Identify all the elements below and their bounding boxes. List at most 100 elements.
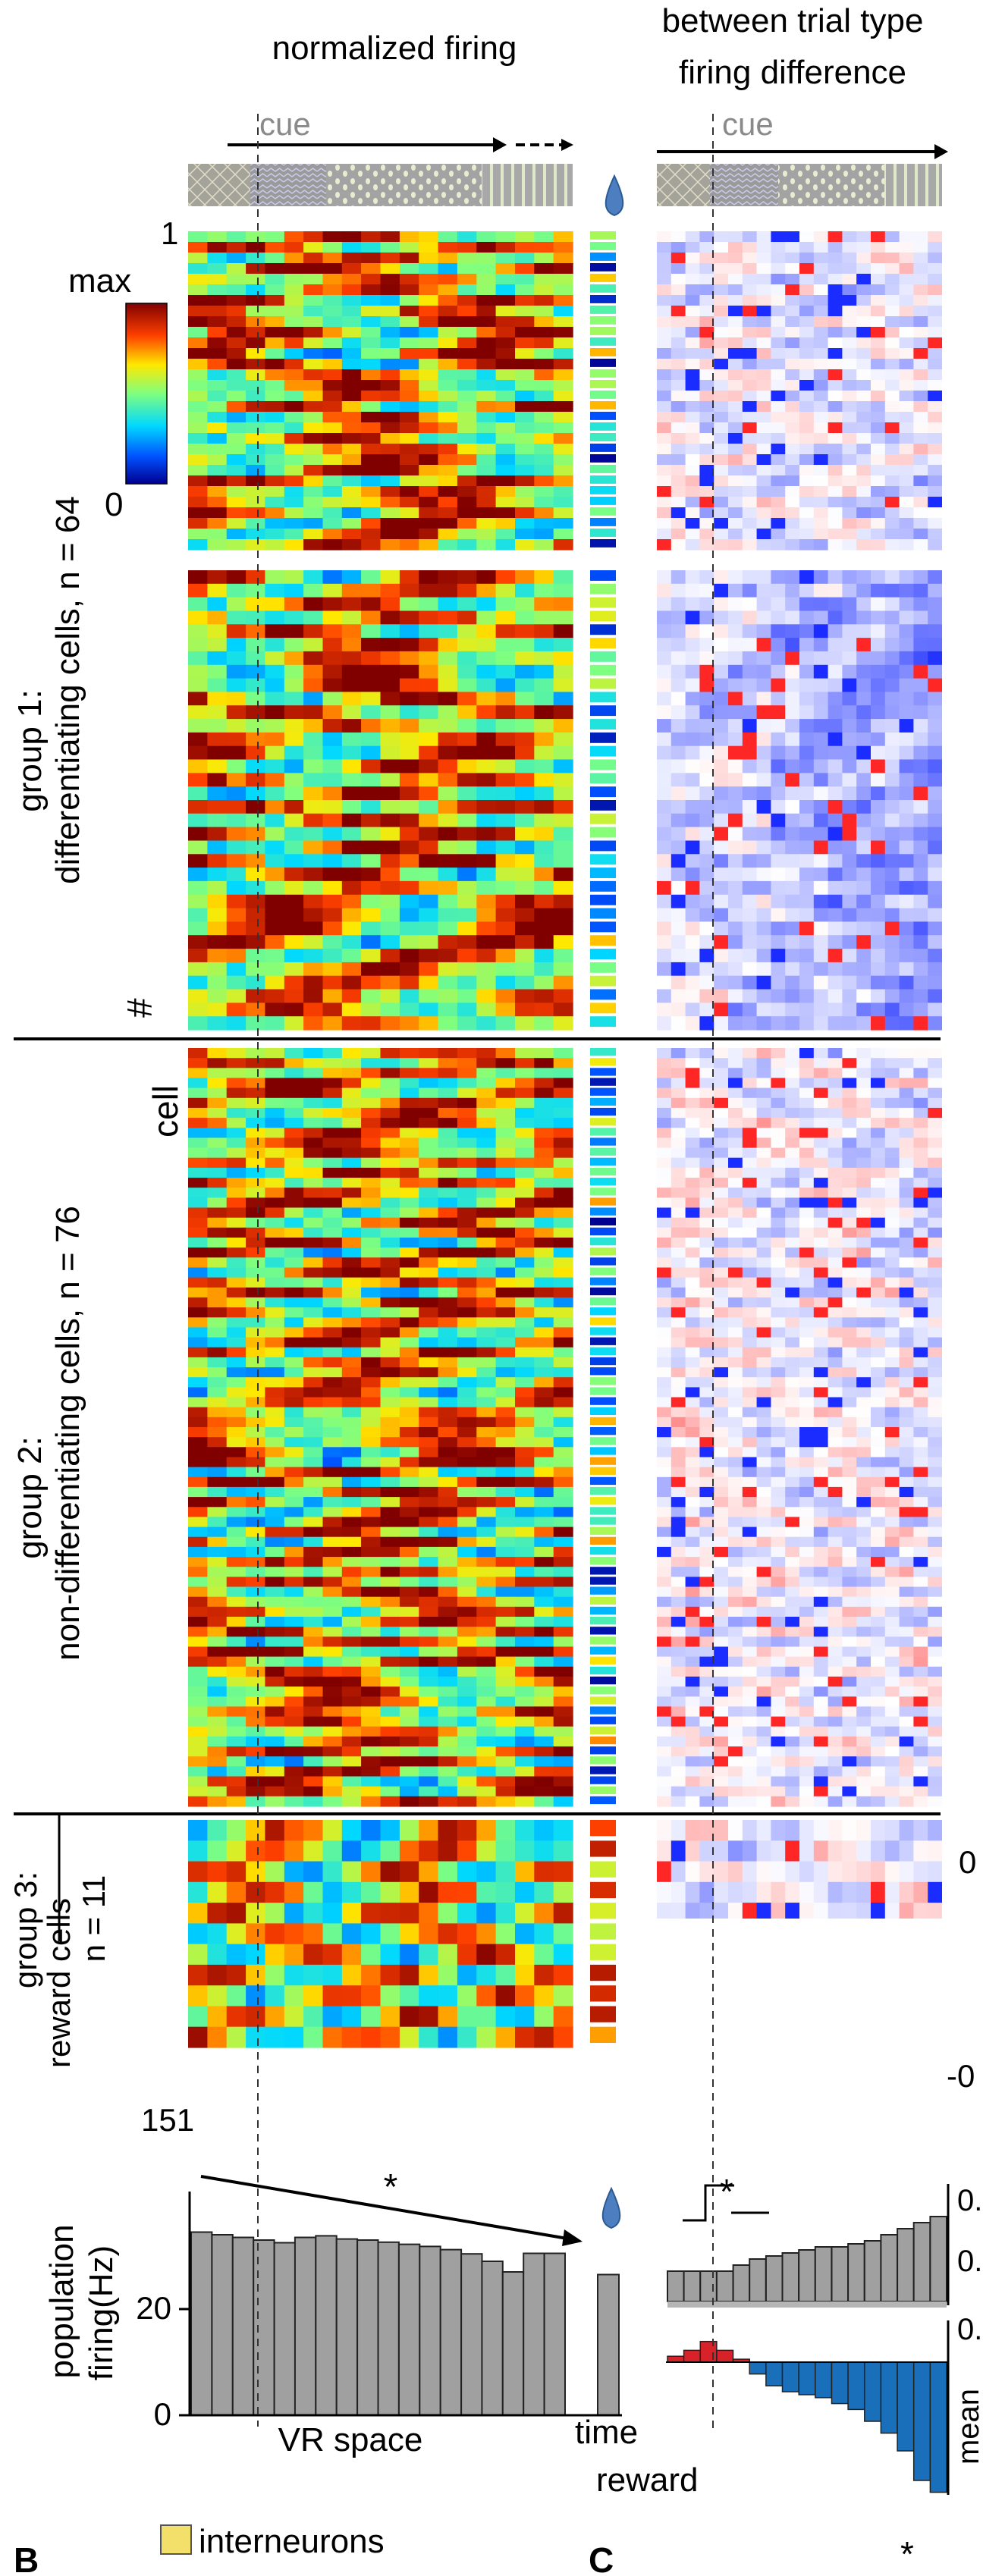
heatmap-cell xyxy=(207,800,228,814)
difference-cell xyxy=(871,1277,886,1288)
heatmap-cell xyxy=(553,624,573,639)
heatmap-cell xyxy=(399,1167,419,1178)
difference-cell xyxy=(728,316,743,328)
heatmap-cell xyxy=(419,1577,439,1588)
difference-cell xyxy=(856,1178,872,1188)
difference-cell xyxy=(714,583,729,598)
difference-cell xyxy=(884,651,900,666)
heatmap-cell xyxy=(226,337,247,349)
difference-cell xyxy=(871,369,886,381)
difference-cell xyxy=(899,732,914,747)
heatmap-cell xyxy=(495,1526,516,1538)
difference-cell xyxy=(828,231,843,243)
difference-cell xyxy=(771,359,786,370)
heatmap-cell xyxy=(361,1786,382,1797)
difference-cell xyxy=(899,1287,914,1298)
heatmap-cell xyxy=(457,422,477,434)
heatmap-cell xyxy=(399,1048,419,1059)
heatmap-cell xyxy=(380,1756,400,1767)
heatmap-cell xyxy=(226,391,247,402)
heatmap-cell xyxy=(226,507,247,519)
heatmap-cell xyxy=(265,1087,285,1099)
heatmap-cell xyxy=(322,1820,343,1841)
difference-cell xyxy=(799,921,815,936)
heatmap-cell xyxy=(207,1128,228,1139)
reward-cell xyxy=(590,518,616,526)
heatmap-cell xyxy=(303,1002,324,1017)
difference-cell xyxy=(884,475,900,487)
difference-cell xyxy=(742,1217,758,1228)
difference-cell xyxy=(928,242,942,253)
difference-cell xyxy=(842,391,857,402)
heatmap-cell xyxy=(495,401,516,413)
difference-cell xyxy=(756,401,771,413)
difference-cell xyxy=(871,1068,886,1079)
heatmap-cell xyxy=(207,380,228,391)
difference-cell xyxy=(813,692,829,706)
heatmap-cell xyxy=(188,583,208,598)
heatmap-cell xyxy=(495,1567,516,1577)
heatmap-cell xyxy=(265,242,285,253)
heatmap-cell xyxy=(341,651,362,666)
heatmap-cell xyxy=(380,773,400,787)
heatmap-cell xyxy=(246,1786,266,1797)
difference-cell xyxy=(913,1227,928,1238)
heatmap-cell xyxy=(265,539,285,551)
heatmap-cell xyxy=(438,1048,458,1059)
difference-cell xyxy=(685,1058,700,1068)
difference-cell xyxy=(871,497,886,508)
difference-cell xyxy=(899,1002,914,1017)
heatmap-cell xyxy=(495,1766,516,1777)
heatmap-cell xyxy=(207,337,228,349)
heatmap-cell xyxy=(303,1137,324,1149)
difference-cell xyxy=(771,391,786,402)
difference-cell xyxy=(884,1167,900,1178)
reward-cell xyxy=(590,1526,616,1535)
difference-cell xyxy=(785,854,800,868)
heatmap-cell xyxy=(265,337,285,349)
difference-cell xyxy=(799,433,815,444)
difference-cell xyxy=(657,348,672,359)
difference-cell xyxy=(899,773,914,787)
difference-cell xyxy=(685,1128,700,1139)
heatmap-cell xyxy=(399,1676,419,1687)
heatmap-cell xyxy=(438,1197,458,1209)
heatmap-cell xyxy=(515,1467,535,1478)
heatmap-cell xyxy=(495,1397,516,1408)
difference-cell xyxy=(785,433,800,444)
difference-cell xyxy=(771,989,786,1003)
difference-cell xyxy=(699,391,714,402)
heatmap-cell xyxy=(419,800,439,814)
heatmap-cell xyxy=(341,1656,362,1668)
difference-cell xyxy=(657,253,672,264)
difference-cell xyxy=(742,1257,758,1269)
heatmap-cell xyxy=(495,1137,516,1149)
heatmap-cell xyxy=(284,1357,304,1368)
difference-cell xyxy=(728,935,743,949)
difference-cell xyxy=(785,1048,800,1059)
heatmap-cell xyxy=(380,1287,400,1298)
difference-cell xyxy=(728,583,743,598)
heatmap-cell xyxy=(476,380,497,391)
heatmap-cell xyxy=(246,827,266,841)
difference-cell xyxy=(657,719,672,733)
heatmap-cell xyxy=(322,497,343,508)
difference-cell xyxy=(671,880,686,896)
heatmap-cell xyxy=(380,465,400,476)
heatmap-cell xyxy=(284,1207,304,1219)
difference-cell xyxy=(657,759,672,773)
difference-cell xyxy=(856,773,872,787)
difference-cell xyxy=(813,465,829,476)
heatmap-cell xyxy=(380,759,400,773)
reward-cell xyxy=(590,1157,616,1166)
difference-cell xyxy=(813,1207,829,1219)
heatmap-cell xyxy=(322,1766,343,1777)
heatmap-cell xyxy=(303,497,324,508)
heatmap-cell xyxy=(438,348,458,359)
difference-cell xyxy=(871,597,886,611)
difference-cell xyxy=(799,975,815,990)
heatmap-cell xyxy=(246,1476,266,1488)
difference-cell xyxy=(785,678,800,692)
heatmap-cell xyxy=(457,1367,477,1378)
heatmap-cell xyxy=(457,1476,477,1488)
